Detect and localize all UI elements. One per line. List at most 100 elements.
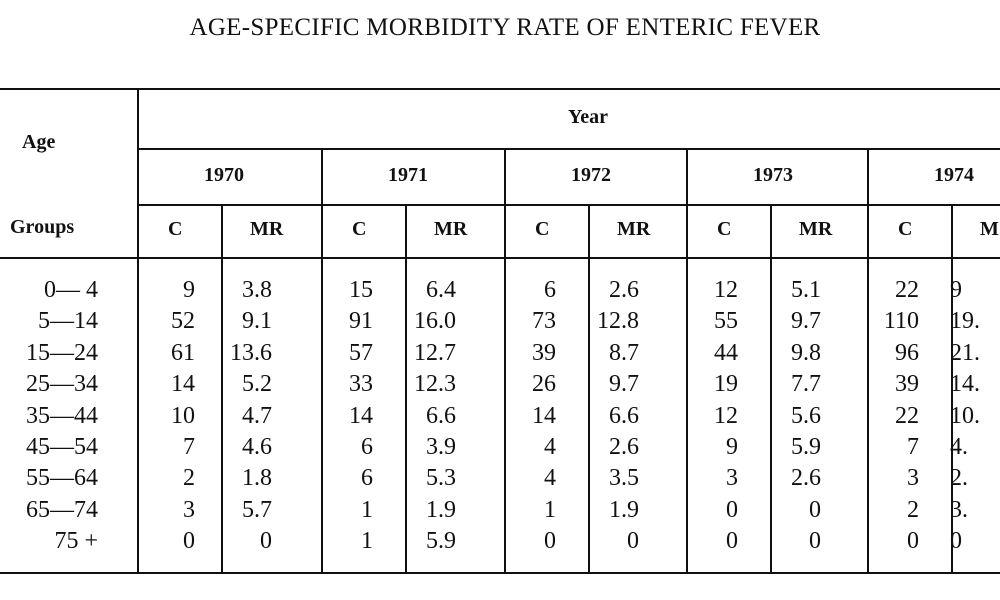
- age-group-cell: 0— 4: [44, 277, 98, 303]
- morbidity-rate-cell: 6.6: [426, 402, 456, 429]
- cases-cell: 10: [171, 402, 195, 429]
- morbidity-rate-cell: 0: [260, 528, 272, 555]
- morbidity-rate-cell: 0: [809, 528, 821, 555]
- year-label-1973: 1973: [753, 164, 793, 186]
- table-top-rule: [0, 88, 1000, 90]
- c-header: C: [717, 218, 732, 240]
- year-subheader-rule: [138, 204, 1000, 206]
- cases-cell: 14: [532, 402, 556, 429]
- morbidity-rate-cell: 5.6: [791, 402, 821, 429]
- cases-cell: 6: [544, 277, 556, 303]
- cases-cell: 3: [907, 465, 919, 492]
- morbidity-rate-cell: 2.6: [791, 465, 821, 492]
- c-mr-divider: [588, 204, 590, 572]
- c-mr-divider: [405, 204, 407, 572]
- morbidity-rate-cell: 8.7: [609, 339, 639, 366]
- mr-header: MR: [799, 218, 833, 240]
- year-label-1970: 1970: [204, 164, 244, 186]
- year-divider: [504, 148, 506, 572]
- cases-cell: 12: [714, 277, 738, 303]
- cases-cell: 4: [544, 465, 556, 492]
- morbidity-rate-cell: 5.9: [426, 528, 456, 555]
- cases-cell: 0: [183, 528, 195, 555]
- cases-cell: 1: [361, 528, 373, 555]
- cases-cell: 1: [544, 496, 556, 523]
- morbidity-rate-cell: 4.: [950, 434, 968, 460]
- header-bottom-rule: [0, 257, 1000, 259]
- morbidity-rate-cell: 1.9: [609, 496, 639, 523]
- year-label-1971: 1971: [388, 164, 428, 186]
- morbidity-rate-cell: 4.7: [242, 402, 272, 429]
- morbidity-rate-cell: 5.1: [791, 277, 821, 303]
- cases-cell: 19: [714, 371, 738, 398]
- morbidity-rate-cell: 6.6: [609, 402, 639, 429]
- mr-header: MR: [617, 218, 651, 240]
- cases-cell: 9: [726, 434, 738, 460]
- morbidity-rate-cell: 12.8: [597, 308, 639, 335]
- year-divider: [867, 148, 869, 572]
- morbidity-rate-cell: 3.5: [609, 465, 639, 492]
- age-group-cell: 5—14: [38, 308, 98, 335]
- morbidity-rate-cell: 2.6: [609, 277, 639, 303]
- cases-cell: 3: [726, 465, 738, 492]
- cases-cell: 7: [907, 434, 919, 460]
- morbidity-rate-cell: 5.2: [242, 371, 272, 398]
- morbidity-rate-cell: 10.: [950, 402, 980, 429]
- cases-cell: 0: [907, 528, 919, 555]
- cases-cell: 39: [895, 371, 919, 398]
- year-label-1972: 1972: [571, 164, 611, 186]
- morbidity-rate-cell: 0: [809, 496, 821, 523]
- mr-header: MR: [434, 218, 468, 240]
- c-mr-divider: [951, 204, 953, 572]
- age-group-cell: 75 +: [54, 528, 98, 555]
- cases-cell: 12: [714, 402, 738, 429]
- morbidity-rate-cell: 19.: [950, 308, 980, 335]
- cases-cell: 57: [349, 339, 373, 366]
- table-bottom-rule: [0, 572, 1000, 574]
- morbidity-rate-cell: 5.9: [791, 434, 821, 460]
- year-label-1974: 1974: [934, 164, 974, 186]
- morbidity-rate-cell: 1.8: [242, 465, 272, 492]
- age-group-cell: 25—34: [26, 371, 98, 398]
- morbidity-rate-cell: 9.7: [609, 371, 639, 398]
- cases-cell: 3: [183, 496, 195, 523]
- cases-cell: 55: [714, 308, 738, 335]
- age-group-cell: 65—74: [26, 496, 98, 523]
- c-header: C: [898, 218, 913, 240]
- morbidity-rate-cell: 12.7: [414, 339, 456, 366]
- cases-cell: 73: [532, 308, 556, 335]
- cases-cell: 22: [895, 402, 919, 429]
- cases-cell: 15: [349, 277, 373, 303]
- morbidity-rate-cell: 21.: [950, 339, 980, 366]
- morbidity-rate-cell: 16.0: [414, 308, 456, 335]
- morbidity-rate-cell: 7.7: [791, 371, 821, 398]
- morbidity-rate-cell: 3.8: [242, 277, 272, 303]
- c-mr-divider: [770, 204, 772, 572]
- cases-cell: 91: [349, 308, 373, 335]
- cases-cell: 39: [532, 339, 556, 366]
- cases-cell: 1: [361, 496, 373, 523]
- cases-cell: 22: [895, 277, 919, 303]
- c-header: C: [535, 218, 550, 240]
- c-header: C: [352, 218, 367, 240]
- cases-cell: 6: [361, 465, 373, 492]
- age-group-cell: 15—24: [26, 339, 98, 366]
- cases-cell: 7: [183, 434, 195, 460]
- cases-cell: 2: [907, 496, 919, 523]
- cases-cell: 0: [726, 496, 738, 523]
- cases-cell: 26: [532, 371, 556, 398]
- mr-header: M: [980, 218, 999, 240]
- cases-cell: 110: [883, 308, 919, 335]
- cases-cell: 14: [349, 402, 373, 429]
- c-mr-divider: [221, 204, 223, 572]
- morbidity-rate-cell: 14.: [950, 371, 980, 398]
- morbidity-rate-cell: 6.4: [426, 277, 456, 303]
- morbidity-rate-cell: 0: [950, 528, 962, 555]
- morbidity-rate-cell: 1.9: [426, 496, 456, 523]
- cases-cell: 14: [171, 371, 195, 398]
- morbidity-rate-cell: 2.6: [609, 434, 639, 460]
- cases-cell: 9: [183, 277, 195, 303]
- cases-cell: 52: [171, 308, 195, 335]
- morbidity-rate-cell: 2.: [950, 465, 968, 492]
- c-header: C: [168, 218, 183, 240]
